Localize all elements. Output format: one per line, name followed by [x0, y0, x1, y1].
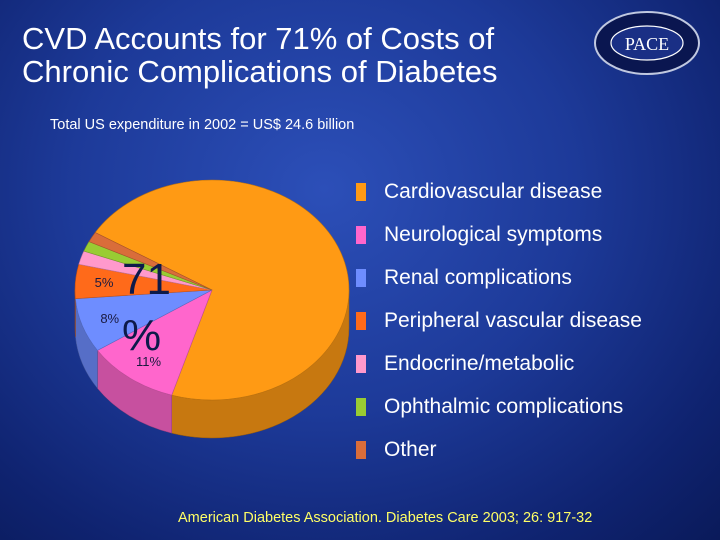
title-line-1: CVD Accounts for 71% of Costs of [22, 21, 495, 56]
legend-label: Renal complications [384, 266, 572, 289]
legend-swatch [356, 441, 366, 459]
svg-text:PACE: PACE [625, 34, 669, 54]
legend-label: Endocrine/metabolic [384, 352, 575, 375]
legend-swatch [356, 269, 366, 287]
legend-item: Renal complications [356, 262, 572, 294]
legend-swatch [356, 226, 366, 244]
legend-item: Ophthalmic complications [356, 391, 623, 423]
legend-item: Neurological symptoms [356, 219, 602, 251]
legend-swatch [356, 355, 366, 373]
legend-label: Peripheral vascular disease [384, 309, 642, 332]
source-citation: American Diabetes Association. Diabetes … [178, 510, 593, 526]
data-label-renal-complications: 8% [100, 311, 119, 326]
legend-label: Ophthalmic complications [384, 395, 624, 418]
pie-slice-neurological-symptoms [97, 289, 213, 396]
legend-swatch [356, 398, 366, 416]
pace-logo: PACE [594, 11, 700, 75]
pie-slices [74, 179, 350, 401]
legend-item: Peripheral vascular disease [356, 305, 642, 337]
data-label-neurological-symptoms: 11% [136, 354, 161, 369]
legend-label: Cardiovascular disease [384, 180, 603, 203]
pie-slice-other [88, 232, 213, 291]
legend-label: Other [384, 438, 437, 461]
pie-data-labels: 11% 8% 5% [95, 275, 162, 369]
legend-item: Cardiovascular disease [356, 176, 602, 208]
legend-swatch [356, 312, 366, 330]
cvd-percentage-number: 71 [122, 255, 171, 304]
legend-label: Neurological symptoms [384, 223, 603, 246]
slide-title: CVD Accounts for 71% of Costs of Chronic… [22, 22, 498, 88]
data-label-peripheral-vascular-disease: 5% [95, 275, 114, 290]
legend-item: Other [356, 434, 437, 466]
title-line-2: Chronic Complications of Diabetes [22, 54, 498, 89]
cvd-percentage-sign: % [122, 311, 162, 360]
legend-swatch [356, 183, 366, 201]
legend-item: Endocrine/metabolic [356, 348, 574, 380]
cvd-percentage-label: 71 % [122, 252, 192, 364]
chart-subtitle: Total US expenditure in 2002 = US$ 24.6 … [50, 117, 355, 133]
pie-slice-cardiovascular-disease [94, 179, 350, 401]
